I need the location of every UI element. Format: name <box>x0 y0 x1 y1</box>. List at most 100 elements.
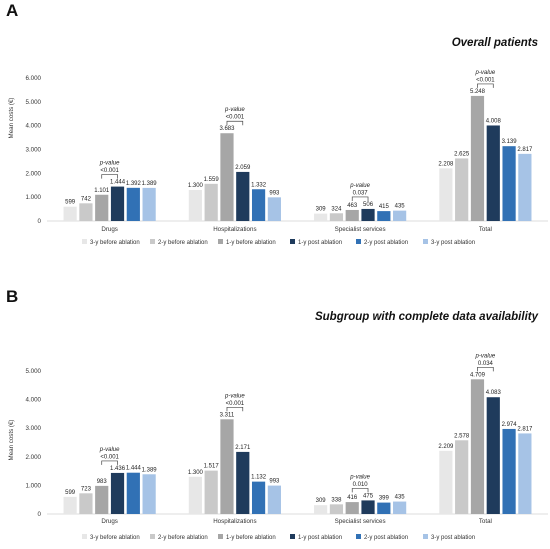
p-value-number: <0.001 <box>226 115 245 121</box>
bar-value-label: 2.817 <box>517 147 533 153</box>
bar-value-label: 435 <box>395 204 406 210</box>
panel-b-y-axis-label: Mean costs (€) <box>8 420 15 461</box>
bar <box>251 481 266 514</box>
p-value-number: 0.034 <box>478 361 494 367</box>
bar-value-label: 2.208 <box>438 161 454 167</box>
legend-label: 1-y before ablation <box>226 240 276 246</box>
bar <box>267 485 281 514</box>
panel-a-letter: A <box>6 1 18 20</box>
p-value-bracket <box>101 460 118 465</box>
legend-label: 2-y before ablation <box>158 535 208 541</box>
panel-a-legend: 3-y before ablation 2-y before ablation 1-… <box>82 239 475 246</box>
bar <box>142 187 156 221</box>
p-value-title: p-value <box>224 393 245 399</box>
bar-value-label: 399 <box>379 496 390 502</box>
bar-value-label: 4.083 <box>486 390 502 396</box>
p-value-title: p-value <box>224 107 245 113</box>
bar <box>79 203 93 221</box>
legend-swatch <box>218 239 223 244</box>
y-tick-label: 5.000 <box>26 368 42 375</box>
legend-label: 1-y before ablation <box>226 535 276 541</box>
bar-value-label: 1.559 <box>204 177 220 183</box>
bar-value-label: 1.389 <box>142 181 158 187</box>
panel-a-title: Overall patients <box>452 37 538 49</box>
p-value-bracket <box>351 488 369 493</box>
bar <box>95 194 109 221</box>
bar <box>455 158 469 221</box>
x-category-label: Drugs <box>101 518 118 525</box>
bar-value-label: 309 <box>316 207 327 213</box>
p-value-title: p-value <box>99 447 120 453</box>
bar-value-label: 599 <box>65 490 76 496</box>
bar <box>345 209 359 221</box>
legend-swatch <box>290 534 295 539</box>
bar-value-label: 1.132 <box>251 475 267 481</box>
bar-value-label: 1.300 <box>188 183 204 189</box>
legend-swatch <box>82 534 87 539</box>
panel-b-legend: 3-y before ablation 2-y before ablation 1-… <box>82 534 475 541</box>
bar-value-label: 4.709 <box>470 372 486 378</box>
bar <box>251 189 266 221</box>
legend-swatch <box>356 534 361 539</box>
y-tick-label: 3.000 <box>26 147 42 154</box>
bar-value-label: 599 <box>65 200 76 206</box>
bar <box>470 95 485 221</box>
bar-value-label: 435 <box>395 495 406 501</box>
bar <box>314 213 328 221</box>
bar <box>188 476 202 514</box>
bar <box>455 440 469 514</box>
legend-swatch <box>290 239 295 244</box>
bar-value-label: 1.517 <box>204 464 220 470</box>
panel-a-y-axis-label: Mean costs (€) <box>8 98 15 139</box>
panel-b-plot: 0 1.000 2.000 3.000 4.000 5.000 Drugs 599 723 983… <box>26 353 548 525</box>
bar-value-label: 338 <box>331 497 342 503</box>
bar-value-label: 2.059 <box>235 165 251 171</box>
bar-value-label: 2.209 <box>438 444 454 450</box>
legend-swatch <box>82 239 87 244</box>
bar <box>502 146 516 221</box>
y-tick-label: 0 <box>38 218 42 225</box>
bar <box>220 419 234 514</box>
legend-label: 3-y before ablation <box>90 535 140 541</box>
y-tick-label: 2.000 <box>26 170 42 177</box>
legend-label: 1-y post ablation <box>298 240 342 246</box>
bar <box>267 197 281 221</box>
bar-value-label: 4.008 <box>486 118 502 124</box>
p-value-bracket <box>226 406 244 412</box>
bar <box>393 501 407 514</box>
bar-value-label: 1.444 <box>126 466 142 472</box>
bar-value-label: 3.311 <box>220 412 235 418</box>
legend-label: 3-y post ablation <box>431 535 475 541</box>
bar <box>329 504 344 514</box>
bar <box>188 190 202 221</box>
bar-value-label: 5.248 <box>470 89 486 95</box>
bar <box>486 397 500 514</box>
bar <box>518 433 532 514</box>
bar <box>377 211 391 221</box>
bar-value-label: 3.139 <box>502 139 518 145</box>
bar <box>126 187 140 221</box>
p-value-bracket <box>226 120 244 126</box>
bar <box>110 186 125 221</box>
bar-value-label: 1.444 <box>110 180 126 186</box>
bar <box>329 213 344 221</box>
p-value-title: p-value <box>475 353 496 359</box>
bar <box>236 451 250 514</box>
p-value-number: 0.010 <box>353 482 369 488</box>
p-value-title: p-value <box>349 474 370 480</box>
bar-value-label: 463 <box>347 203 358 209</box>
x-category-label: Specialist services <box>335 226 386 233</box>
legend-label: 2-y post ablation <box>364 535 408 541</box>
bar <box>204 470 218 514</box>
bar-value-label: 2.974 <box>502 422 518 428</box>
legend-swatch <box>218 534 223 539</box>
y-tick-label: 6.000 <box>26 75 42 82</box>
bar-value-label: 416 <box>347 495 358 501</box>
bar <box>79 493 93 514</box>
bar <box>377 502 391 514</box>
y-tick-label: 5.000 <box>26 99 42 106</box>
x-category-label: Total <box>479 518 492 525</box>
p-value-title: p-value <box>349 183 370 189</box>
x-category-label: Hospitalizations <box>213 518 256 525</box>
